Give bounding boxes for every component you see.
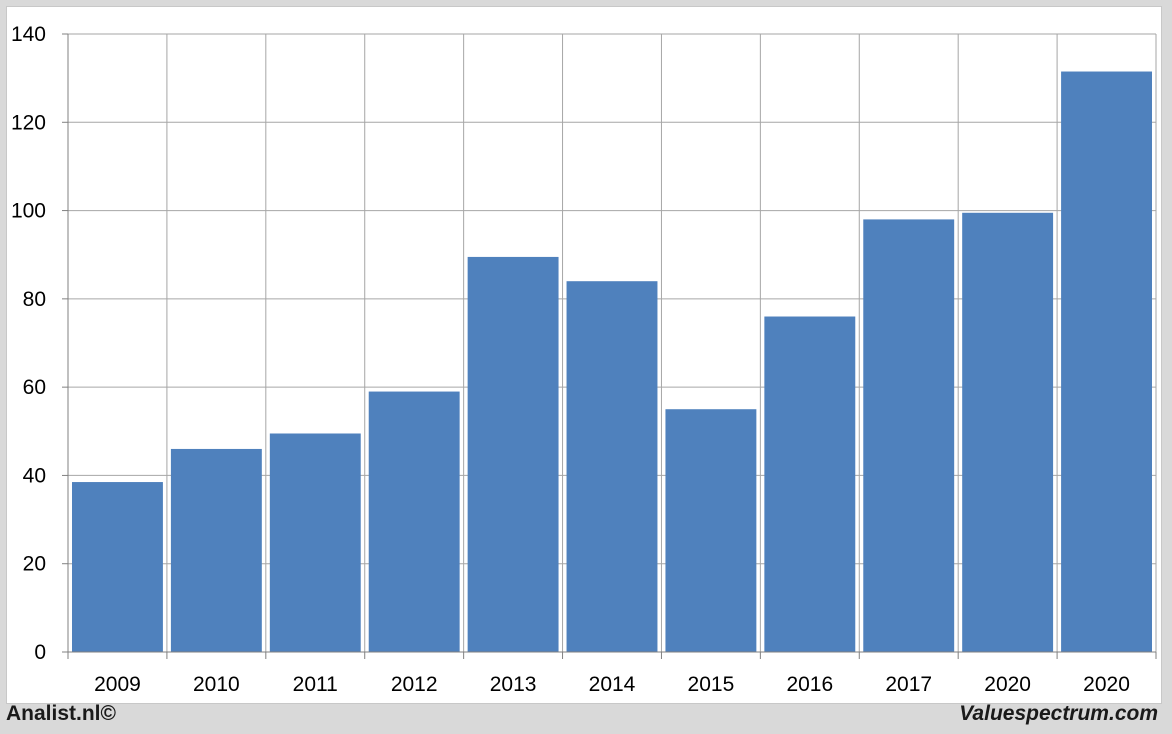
x-tick-label: 2020 [1083, 673, 1130, 696]
x-tick-label: 2020 [984, 673, 1031, 696]
x-tick-label: 2015 [688, 673, 735, 696]
x-tick-labels: 2009 2010 2011 2012 2013 2014 2015 2016 2017 2020… [94, 673, 1130, 696]
y-tick-label: 140 [11, 23, 46, 46]
axes [62, 33, 1157, 659]
bars [72, 71, 1152, 653]
y-tick-label: 80 [23, 288, 46, 311]
y-tick-labels: 0 20 40 60 80 100 120 140 [11, 23, 46, 664]
bar [269, 433, 361, 652]
x-tick-label: 2017 [885, 673, 932, 696]
source-credit-right: Valuespectrum.com [959, 702, 1158, 725]
y-tick-label: 60 [23, 376, 46, 399]
x-tick-label: 2014 [589, 673, 636, 696]
bar [72, 482, 163, 652]
bar [665, 409, 757, 652]
bar [467, 256, 559, 652]
bar [170, 448, 262, 652]
bar [962, 212, 1054, 652]
x-tick-label: 2011 [293, 673, 338, 696]
x-tick-label: 2013 [490, 673, 537, 696]
y-tick-label: 0 [34, 641, 46, 664]
x-tick-label: 2010 [193, 673, 240, 696]
x-tick-label: 2009 [94, 673, 141, 696]
y-tick-label: 100 [11, 200, 46, 223]
y-tick-label: 120 [11, 111, 46, 134]
bar [368, 391, 460, 652]
bar [1061, 71, 1152, 653]
source-credit-left: Analist.nl© [6, 702, 116, 725]
x-tick-label: 2012 [391, 673, 438, 696]
bar [863, 219, 955, 652]
bar [566, 281, 658, 652]
y-tick-label: 20 [23, 553, 46, 576]
bar [764, 316, 856, 652]
y-tick-label: 40 [23, 464, 46, 487]
x-tick-label: 2016 [786, 673, 833, 696]
